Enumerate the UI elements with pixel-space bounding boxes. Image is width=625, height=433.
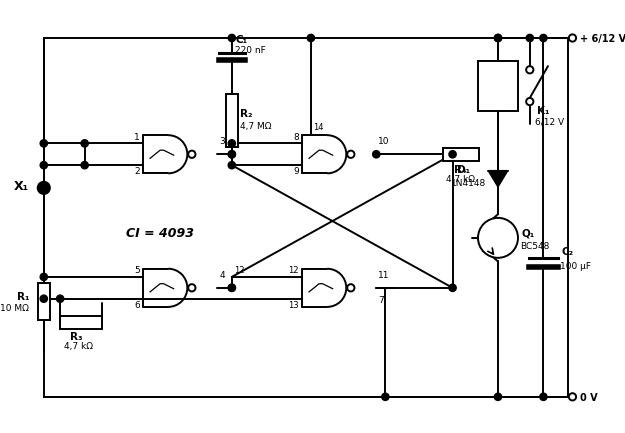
- Circle shape: [372, 151, 380, 158]
- Circle shape: [494, 393, 502, 401]
- Bar: [38, 283, 50, 320]
- Circle shape: [308, 34, 314, 42]
- Text: 4,7 MΩ: 4,7 MΩ: [240, 122, 271, 131]
- Circle shape: [38, 181, 50, 194]
- Circle shape: [382, 393, 389, 401]
- Circle shape: [40, 295, 48, 302]
- Bar: [478, 61, 518, 111]
- Text: K₁: K₁: [537, 106, 549, 116]
- Text: 11: 11: [378, 271, 389, 280]
- Text: 10 MΩ: 10 MΩ: [1, 304, 29, 313]
- Circle shape: [40, 162, 48, 169]
- Circle shape: [228, 151, 236, 158]
- Text: 12: 12: [289, 266, 299, 275]
- Text: D₁: D₁: [457, 165, 470, 175]
- Circle shape: [81, 140, 88, 147]
- Circle shape: [188, 151, 196, 158]
- Circle shape: [40, 184, 48, 191]
- Text: 6/12 V: 6/12 V: [535, 117, 564, 126]
- Text: R₄: R₄: [454, 165, 467, 175]
- Text: 100 μF: 100 μF: [560, 262, 591, 271]
- Bar: [60, 316, 102, 329]
- Circle shape: [494, 34, 502, 42]
- Text: X₁: X₁: [14, 180, 29, 193]
- Text: 6: 6: [134, 301, 140, 310]
- Text: 4,7 kΩ: 4,7 kΩ: [446, 175, 475, 184]
- Text: 0 V: 0 V: [580, 393, 598, 403]
- Circle shape: [228, 151, 236, 158]
- Text: 3: 3: [219, 137, 225, 146]
- Text: 4,7 kΩ: 4,7 kΩ: [64, 343, 92, 351]
- Circle shape: [569, 34, 576, 42]
- Text: R₁: R₁: [17, 292, 29, 302]
- Polygon shape: [488, 171, 508, 187]
- Circle shape: [478, 218, 518, 258]
- Circle shape: [188, 284, 196, 291]
- Text: 1N4148: 1N4148: [451, 179, 486, 188]
- Text: 12: 12: [234, 266, 244, 275]
- Text: 9: 9: [293, 167, 299, 176]
- Bar: [226, 94, 238, 147]
- Circle shape: [228, 162, 236, 169]
- Text: 13: 13: [288, 301, 299, 310]
- Text: CI = 4093: CI = 4093: [126, 227, 194, 240]
- Circle shape: [56, 295, 64, 302]
- Circle shape: [449, 284, 456, 291]
- Circle shape: [348, 151, 354, 158]
- Circle shape: [228, 140, 236, 147]
- Text: R₃: R₃: [70, 332, 82, 343]
- Circle shape: [540, 34, 547, 42]
- Text: 5: 5: [134, 266, 140, 275]
- Bar: [442, 148, 479, 161]
- Text: Q₁: Q₁: [522, 228, 535, 238]
- Circle shape: [494, 34, 502, 42]
- Text: C₂: C₂: [562, 247, 574, 257]
- Text: 1: 1: [134, 132, 140, 142]
- Text: 220 nF: 220 nF: [236, 46, 266, 55]
- Text: 7: 7: [378, 296, 384, 305]
- Circle shape: [40, 273, 48, 281]
- Text: 8: 8: [293, 132, 299, 142]
- Text: R₂: R₂: [240, 109, 252, 120]
- Circle shape: [228, 284, 236, 291]
- Text: 2: 2: [134, 167, 140, 176]
- Circle shape: [526, 34, 533, 42]
- Text: 10: 10: [378, 137, 389, 146]
- Circle shape: [526, 98, 533, 105]
- Text: 4: 4: [219, 271, 225, 280]
- Text: BC548: BC548: [520, 242, 549, 252]
- Circle shape: [348, 284, 354, 291]
- Circle shape: [40, 140, 48, 147]
- Text: C₁: C₁: [236, 35, 248, 45]
- Circle shape: [526, 66, 533, 74]
- Circle shape: [449, 151, 456, 158]
- Circle shape: [569, 393, 576, 401]
- Text: 14: 14: [312, 123, 323, 132]
- Circle shape: [228, 284, 236, 291]
- Circle shape: [81, 162, 88, 169]
- Text: + 6/12 V: + 6/12 V: [580, 34, 625, 44]
- Circle shape: [228, 34, 236, 42]
- Circle shape: [540, 393, 547, 401]
